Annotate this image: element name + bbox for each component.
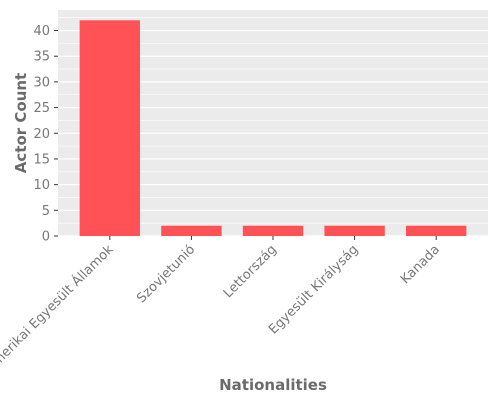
y-tick-label: 15 — [33, 152, 50, 167]
y-tick-label: 25 — [33, 101, 50, 116]
bar-3 — [324, 225, 385, 236]
x-axis-ticks: Amerikai Egyesült Államok Szovjetunió Lett… — [0, 236, 443, 376]
x-tick-label-1: Szovjetunió — [134, 242, 198, 306]
x-axis-title: Nationalities — [219, 376, 327, 394]
bar-2 — [242, 225, 304, 236]
x-tick-label-3: Egyesült Királyság — [266, 242, 361, 337]
bars — [79, 20, 467, 236]
bar-4 — [405, 225, 467, 236]
y-tick-label: 0 — [42, 230, 50, 245]
y-axis-title: Actor Count — [12, 73, 30, 173]
x-tick-label-2: Lettország — [221, 242, 280, 301]
y-tick-label: 5 — [42, 204, 50, 219]
y-tick-label: 20 — [33, 127, 50, 142]
y-axis-ticks: 0 5 10 15 20 25 30 35 40 — [33, 24, 58, 245]
y-tick-label: 35 — [33, 50, 50, 65]
x-tick-label-4: Kanada — [398, 242, 443, 287]
y-tick-label: 40 — [33, 24, 50, 39]
bar-1 — [161, 225, 222, 236]
x-tick-label-0: Amerikai Egyesült Államok — [0, 241, 117, 376]
y-tick-label: 30 — [33, 75, 50, 90]
y-tick-label: 10 — [33, 178, 50, 193]
bar-0 — [79, 20, 141, 236]
